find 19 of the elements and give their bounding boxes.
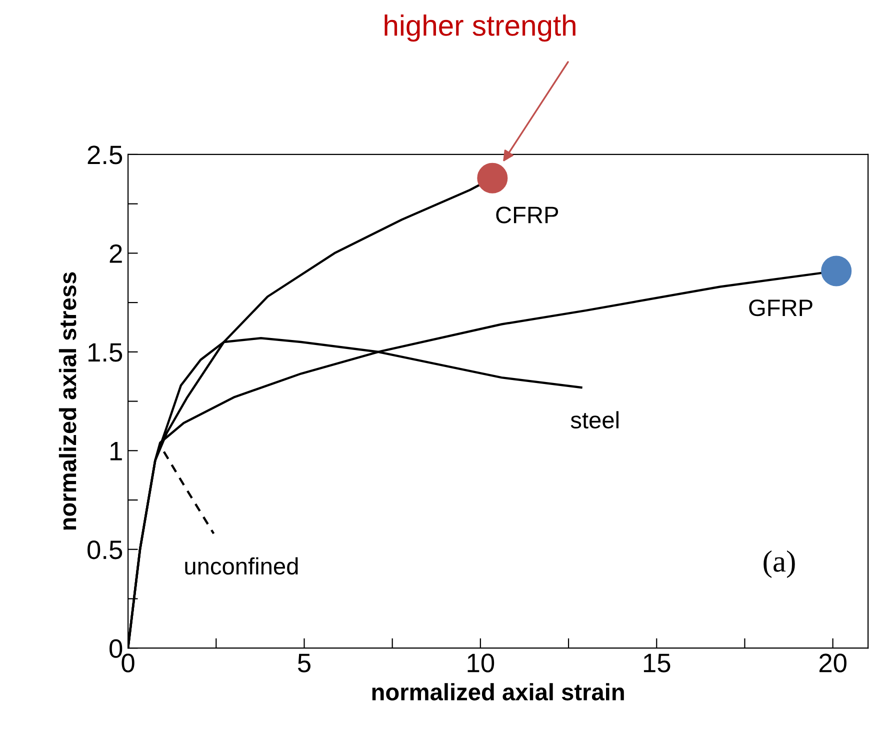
annotation: (a)	[764, 550, 795, 578]
y-tick-label: 2.5	[88, 146, 122, 164]
x-tick-label: 0	[122, 654, 134, 672]
x-tick-label: 5	[298, 654, 310, 672]
series-label: GFRP	[749, 299, 812, 316]
series-label: steel	[570, 411, 618, 429]
text: higher strength	[384, 14, 576, 42]
y-tick-label: 0.5	[88, 540, 122, 560]
series-label: unconfined	[185, 557, 298, 575]
y-tick-label: 2	[110, 244, 122, 263]
series-label: CFRP	[496, 206, 558, 224]
y-axis-title: normalized axial stress	[58, 272, 76, 530]
x-tick-label: 10	[468, 654, 494, 672]
x-tick-label: 15	[644, 654, 670, 672]
y-tick-label: 1.5	[88, 343, 122, 362]
y-tick-label: 1	[110, 442, 122, 460]
x-axis-title: normalized axial strain	[372, 683, 624, 700]
x-tick-label: 20	[819, 654, 846, 672]
y-tick-label: 0	[110, 639, 122, 658]
